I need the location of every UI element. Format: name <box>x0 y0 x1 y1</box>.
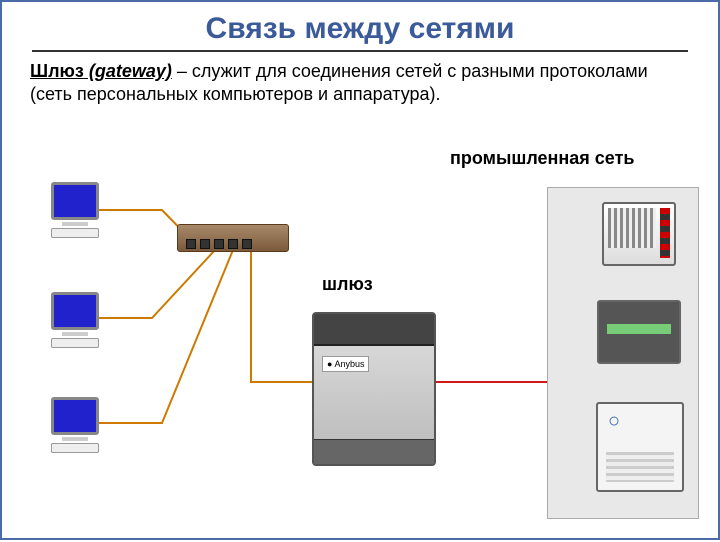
industrial-device <box>596 402 684 492</box>
computer-icon <box>50 182 100 236</box>
gateway-brand: ● Anybus <box>322 356 369 372</box>
network-switch <box>177 224 289 252</box>
computer-icon <box>50 397 100 451</box>
slide: Связь между сетями Шлюз (gateway) – служ… <box>0 0 720 540</box>
industrial-device <box>597 300 681 364</box>
gateway-device: ● Anybus <box>312 312 436 466</box>
computer-icon <box>50 292 100 346</box>
industrial-device <box>602 202 676 266</box>
